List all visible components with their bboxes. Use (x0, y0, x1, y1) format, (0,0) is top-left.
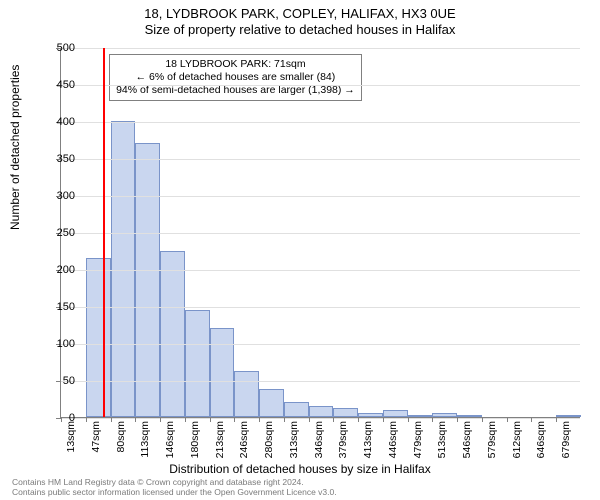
title-address: 18, LYDBROOK PARK, COPLEY, HALIFAX, HX3 … (0, 6, 600, 22)
ytick-label: 250 (45, 227, 75, 239)
bar (234, 371, 259, 417)
ytick-label: 300 (45, 190, 75, 202)
footer-attribution: Contains HM Land Registry data © Crown c… (12, 478, 337, 498)
ytick-label: 200 (45, 264, 75, 276)
xtick-mark (284, 417, 285, 422)
xtick-mark (259, 417, 260, 422)
bar (408, 415, 433, 417)
bar (160, 251, 185, 418)
gridline (61, 48, 580, 49)
xtick-mark (457, 417, 458, 422)
plot-area: 18 LYDBROOK PARK: 71sqm← 6% of detached … (60, 48, 580, 418)
ytick-label: 400 (45, 116, 75, 128)
xtick-mark (210, 417, 211, 422)
bar (210, 328, 235, 417)
bar (259, 389, 284, 417)
bar (383, 410, 408, 417)
title-subtitle: Size of property relative to detached ho… (0, 22, 600, 38)
xtick-mark (234, 417, 235, 422)
bar (111, 121, 136, 417)
ytick-label: 100 (45, 338, 75, 350)
xtick-mark (358, 417, 359, 422)
gridline (61, 122, 580, 123)
xtick-mark (135, 417, 136, 422)
gridline (61, 381, 580, 382)
gridline (61, 344, 580, 345)
xtick-mark (531, 417, 532, 422)
gridline (61, 418, 580, 419)
x-axis-label: Distribution of detached houses by size … (0, 462, 600, 476)
chart-root: 18, LYDBROOK PARK, COPLEY, HALIFAX, HX3 … (0, 0, 600, 500)
ytick-label: 500 (45, 42, 75, 54)
gridline (61, 159, 580, 160)
bar (432, 413, 457, 417)
xtick-mark (86, 417, 87, 422)
ytick-label: 0 (45, 412, 75, 424)
xtick-mark (432, 417, 433, 422)
xtick-mark (185, 417, 186, 422)
bar (135, 143, 160, 417)
bar (457, 415, 482, 417)
xtick-mark (160, 417, 161, 422)
property-marker-line (103, 48, 105, 417)
xtick-mark (556, 417, 557, 422)
gridline (61, 270, 580, 271)
xtick-mark (482, 417, 483, 422)
xtick-mark (111, 417, 112, 422)
xtick-mark (507, 417, 508, 422)
y-axis-label: Number of detached properties (8, 65, 22, 230)
ytick-label: 50 (45, 375, 75, 387)
bar (556, 415, 581, 417)
bar (358, 413, 383, 417)
footer-line-2: Contains public sector information licen… (12, 488, 337, 498)
annotation-line: ← 6% of detached houses are smaller (84) (116, 71, 355, 84)
ytick-label: 150 (45, 301, 75, 313)
xtick-mark (333, 417, 334, 422)
xtick-mark (408, 417, 409, 422)
ytick-label: 350 (45, 153, 75, 165)
xtick-mark (383, 417, 384, 422)
bar (185, 310, 210, 417)
bar (309, 406, 334, 417)
annotation-line: 94% of semi-detached houses are larger (… (116, 84, 355, 97)
gridline (61, 233, 580, 234)
bar (86, 258, 111, 417)
annotation-box: 18 LYDBROOK PARK: 71sqm← 6% of detached … (109, 54, 362, 101)
annotation-line: 18 LYDBROOK PARK: 71sqm (116, 58, 355, 71)
bar (284, 402, 309, 417)
ytick-label: 450 (45, 79, 75, 91)
bar (333, 408, 358, 417)
title-block: 18, LYDBROOK PARK, COPLEY, HALIFAX, HX3 … (0, 0, 600, 39)
gridline (61, 307, 580, 308)
xtick-mark (309, 417, 310, 422)
gridline (61, 196, 580, 197)
gridline (61, 85, 580, 86)
